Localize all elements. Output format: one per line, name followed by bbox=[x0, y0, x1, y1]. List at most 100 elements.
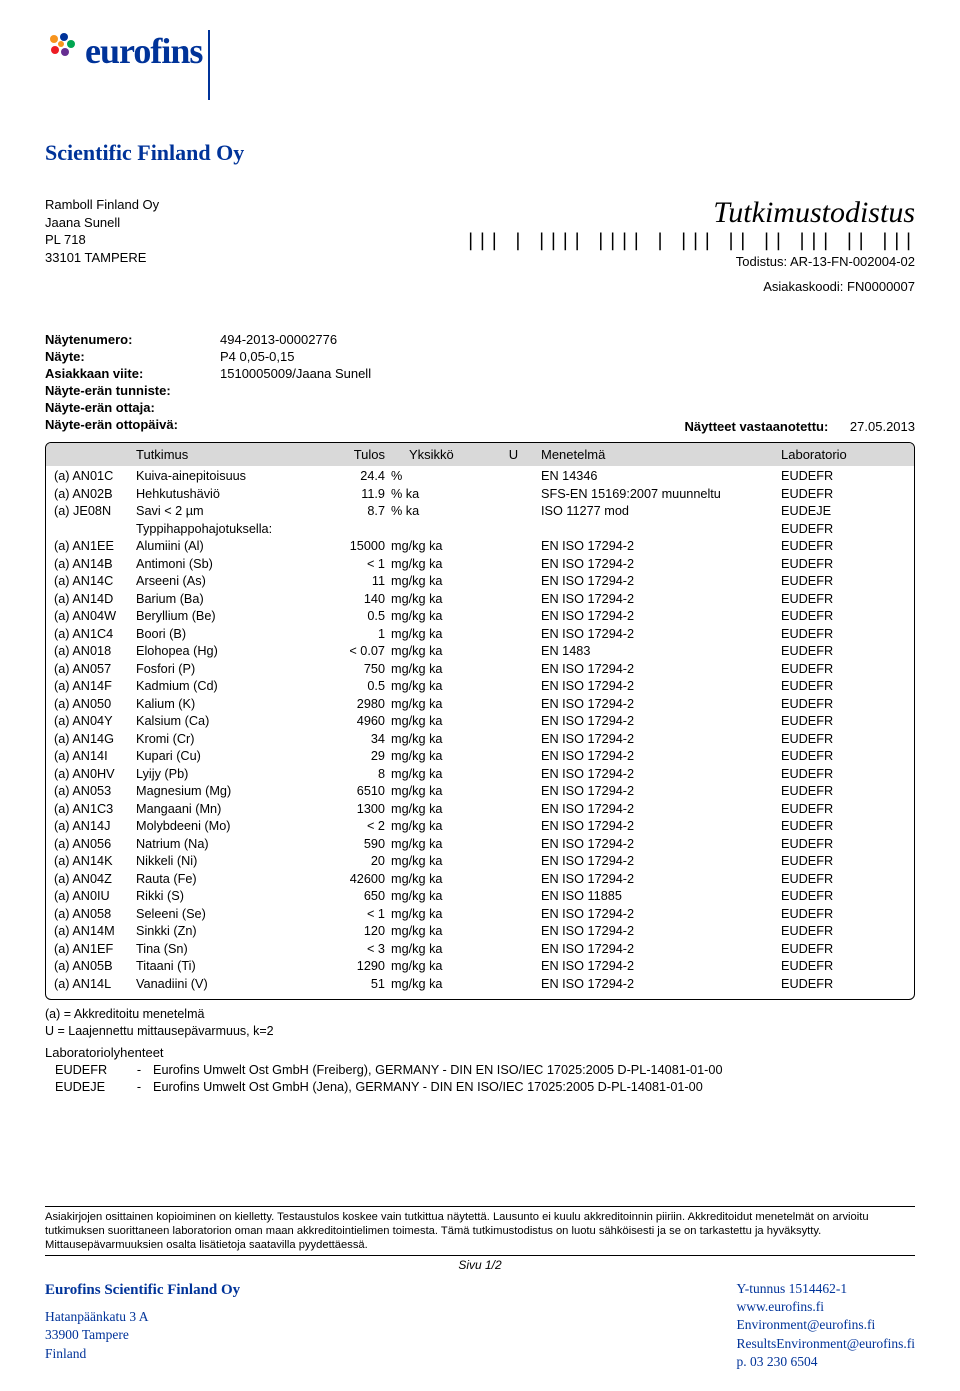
footnote-line: (a) = Akkreditoitu menetelmä bbox=[45, 1006, 915, 1023]
table-row: (a) AN14FKadmium (Cd)0.5mg/kg kaEN ISO 1… bbox=[54, 678, 906, 696]
barcode-icon: ||| | |||| |||| | ||| || || ||| || ||| bbox=[465, 232, 915, 250]
cell-result: 6510 bbox=[311, 783, 391, 801]
cell-u bbox=[486, 766, 541, 784]
cell-unit: mg/kg ka bbox=[391, 976, 486, 994]
meta-key: Näyte-erän ottaja: bbox=[45, 400, 220, 415]
cell-code: (a) AN14F bbox=[54, 678, 136, 696]
cell-method: EN ISO 17294-2 bbox=[541, 591, 781, 609]
cell-result: 750 bbox=[311, 661, 391, 679]
cell-u bbox=[486, 608, 541, 626]
cell-result: < 1 bbox=[311, 556, 391, 574]
cell-name: Rauta (Fe) bbox=[136, 871, 311, 889]
meta-row: Näyte-erän tunniste: bbox=[45, 383, 371, 398]
cell-name: Fosfori (P) bbox=[136, 661, 311, 679]
cell-result: 29 bbox=[311, 748, 391, 766]
cell-u bbox=[486, 836, 541, 854]
cell-u bbox=[486, 906, 541, 924]
cell-code: (a) AN14K bbox=[54, 853, 136, 871]
cell-u bbox=[486, 888, 541, 906]
customer-line: 33101 TAMPERE bbox=[45, 249, 159, 267]
meta-key: Näyte-erän tunniste: bbox=[45, 383, 220, 398]
cell-name: Antimoni (Sb) bbox=[136, 556, 311, 574]
table-row: (a) JE08NSavi < 2 µm8.7% kaISO 11277 mod… bbox=[54, 503, 906, 521]
certificate-number: Todistus: AR-13-FN-002004-02 bbox=[465, 254, 915, 269]
cell-method: EN ISO 17294-2 bbox=[541, 766, 781, 784]
cell-u bbox=[486, 958, 541, 976]
cell-u bbox=[486, 853, 541, 871]
cell-method: EN ISO 17294-2 bbox=[541, 556, 781, 574]
cell-unit: mg/kg ka bbox=[391, 608, 486, 626]
cell-name: Nikkeli (Ni) bbox=[136, 853, 311, 871]
results-table: Tutkimus Tulos Yksikkö U Menetelmä Labor… bbox=[45, 442, 915, 1000]
cell-note: Typpihappohajotuksella: bbox=[136, 521, 311, 539]
cell-result: 0.5 bbox=[311, 678, 391, 696]
cell-name: Tina (Sn) bbox=[136, 941, 311, 959]
cell-unit: mg/kg ka bbox=[391, 958, 486, 976]
cell-result: 11 bbox=[311, 573, 391, 591]
table-row: (a) AN14JMolybdeeni (Mo)< 2mg/kg kaEN IS… bbox=[54, 818, 906, 836]
cell-code: (a) AN04Y bbox=[54, 713, 136, 731]
cell-lab: EUDEFR bbox=[781, 643, 891, 661]
cell-code: (a) AN14I bbox=[54, 748, 136, 766]
cell-name: Kalium (K) bbox=[136, 696, 311, 714]
footer-addr-line: Finland bbox=[45, 1345, 240, 1363]
cell-unit: mg/kg ka bbox=[391, 888, 486, 906]
cell-unit: mg/kg ka bbox=[391, 783, 486, 801]
lab-desc: Eurofins Umwelt Ost GmbH (Jena), GERMANY… bbox=[153, 1079, 703, 1096]
th-tutkimus: Tutkimus bbox=[136, 447, 311, 462]
brand-logo: eurofins bbox=[45, 30, 915, 100]
meta-row: Näytenumero:494-2013-00002776 bbox=[45, 332, 371, 347]
cell-name: Vanadiini (V) bbox=[136, 976, 311, 994]
cell-result: 140 bbox=[311, 591, 391, 609]
cell-method: EN ISO 17294-2 bbox=[541, 958, 781, 976]
th-menetelma: Menetelmä bbox=[541, 447, 781, 462]
cell-name: Kadmium (Cd) bbox=[136, 678, 311, 696]
cell-code: (a) JE08N bbox=[54, 503, 136, 521]
cell-name: Seleeni (Se) bbox=[136, 906, 311, 924]
cell-code: (a) AN14M bbox=[54, 923, 136, 941]
cell-result: < 2 bbox=[311, 818, 391, 836]
cell-unit: mg/kg ka bbox=[391, 906, 486, 924]
footnotes: (a) = Akkreditoitu menetelmä U = Laajenn… bbox=[45, 1006, 915, 1096]
cell-u bbox=[486, 976, 541, 994]
cell-result: 20 bbox=[311, 853, 391, 871]
cell-result: 8 bbox=[311, 766, 391, 784]
cell-lab: EUDEFR bbox=[781, 871, 891, 889]
table-row: (a) AN02BHehkutushäviö11.9% kaSFS-EN 151… bbox=[54, 486, 906, 504]
meta-row: Asiakkaan viite:1510005009/Jaana Sunell bbox=[45, 366, 371, 381]
cell-u bbox=[486, 643, 541, 661]
cell-result: 24.4 bbox=[311, 468, 391, 486]
cell-unit: mg/kg ka bbox=[391, 836, 486, 854]
cell-result: < 3 bbox=[311, 941, 391, 959]
footer-contact-line: Environment@eurofins.fi bbox=[736, 1316, 915, 1334]
cell-result: 8.7 bbox=[311, 503, 391, 521]
cell-u bbox=[486, 923, 541, 941]
cell-name: Magnesium (Mg) bbox=[136, 783, 311, 801]
cell-lab: EUDEFR bbox=[781, 906, 891, 924]
cell-lab: EUDEJE bbox=[781, 503, 891, 521]
cell-lab: EUDEFR bbox=[781, 836, 891, 854]
document-title: Tutkimustodistus bbox=[465, 196, 915, 230]
cell-method: EN ISO 17294-2 bbox=[541, 783, 781, 801]
cell-lab: EUDEFR bbox=[781, 801, 891, 819]
footer-addr-line: Hatanpäänkatu 3 A bbox=[45, 1308, 240, 1326]
cell-unit: mg/kg ka bbox=[391, 818, 486, 836]
table-row: (a) AN14KNikkeli (Ni)20mg/kg kaEN ISO 17… bbox=[54, 853, 906, 871]
cell-code: (a) AN0HV bbox=[54, 766, 136, 784]
cell-name: Alumiini (Al) bbox=[136, 538, 311, 556]
cell-u bbox=[486, 556, 541, 574]
cell-lab: EUDEFR bbox=[781, 608, 891, 626]
cell-method: EN 14346 bbox=[541, 468, 781, 486]
cell-code: (a) AN04W bbox=[54, 608, 136, 626]
cell-code: (a) AN057 bbox=[54, 661, 136, 679]
page-footer: Eurofins Scientific Finland Oy Hatanpään… bbox=[45, 1280, 915, 1371]
disclaimer-text: Asiakirjojen osittainen kopioiminen on k… bbox=[45, 1210, 915, 1252]
cell-method: EN 1483 bbox=[541, 643, 781, 661]
cell-u bbox=[486, 573, 541, 591]
cell-u bbox=[486, 713, 541, 731]
cell-unit: mg/kg ka bbox=[391, 871, 486, 889]
cell-code: (a) AN14C bbox=[54, 573, 136, 591]
cell-name: Barium (Ba) bbox=[136, 591, 311, 609]
cell-code: (a) AN058 bbox=[54, 906, 136, 924]
cell-unit: mg/kg ka bbox=[391, 643, 486, 661]
